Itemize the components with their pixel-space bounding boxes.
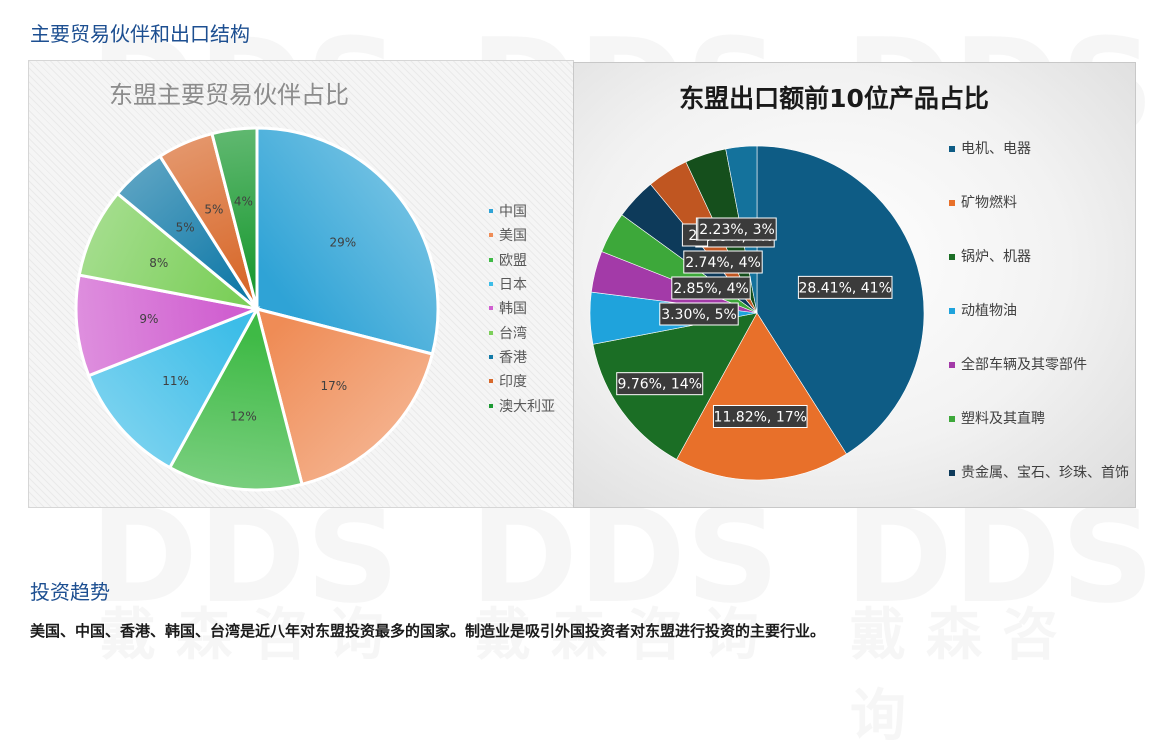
- legend-item: 锅炉、机器: [949, 247, 1129, 301]
- legend-swatch: [949, 200, 955, 206]
- data-label: 8%: [149, 256, 168, 270]
- data-label: 5%: [176, 221, 195, 235]
- data-label: 11%: [162, 374, 189, 388]
- pie-slice-台湾: [77, 191, 258, 311]
- data-label: 29%: [329, 235, 356, 249]
- pie-slice-澳大利亚: [210, 126, 259, 310]
- svg-text:3.30%, 5%: 3.30%, 5%: [661, 307, 737, 323]
- pie-slice-美国: [254, 306, 435, 487]
- legend-item: 矿物燃料: [949, 193, 1129, 247]
- trade-partner-legend: 中国美国欧盟日本韩国台湾香港印度澳大利亚: [489, 199, 555, 418]
- legend-item: 欧盟: [489, 248, 555, 272]
- section-title-trade: 主要贸易伙伴和出口结构: [30, 22, 250, 46]
- watermark-text: 戴森咨询: [850, 590, 1150, 752]
- legend-label: 印度: [499, 374, 527, 391]
- legend-label: 电机、电器: [961, 141, 1031, 157]
- data-label: 17%: [320, 379, 347, 393]
- data-label: 12%: [230, 410, 257, 424]
- legend-item: 贵金属、宝石、珍珠、首饰: [949, 463, 1129, 517]
- pie-slice: [676, 312, 847, 481]
- trade-partner-pie-chart: 29% 17% 12% 11% 9% 8% 5% 5% 4%: [74, 126, 440, 492]
- export-product-pie-chart: 28.41%, 41% 11.82%, 17% 9.76%, 14% 3.30%, 5…: [589, 145, 925, 481]
- legend-label: 台湾: [499, 325, 527, 342]
- legend-item: 韩国: [489, 296, 555, 320]
- data-label: 2.23%, 3%: [697, 217, 777, 241]
- legend-swatch: [949, 146, 955, 152]
- data-label: 4%: [234, 194, 253, 208]
- legend-swatch: [489, 403, 493, 408]
- legend-label: 中国: [499, 204, 527, 221]
- legend-swatch: [489, 379, 493, 384]
- legend-label: 全部车辆及其零部件: [961, 357, 1087, 373]
- legend-item: 塑料及其直聘: [949, 409, 1129, 463]
- legend-item: 澳大利亚: [489, 393, 555, 417]
- export-product-chart-panel: 东盟出口额前10位产品占比 28.41%, 41% 11.82%, 17% 9.76…: [573, 62, 1136, 508]
- data-label: 9.76%, 14%: [616, 372, 704, 396]
- legend-swatch: [489, 257, 493, 262]
- legend-swatch: [489, 330, 493, 335]
- legend-swatch: [949, 254, 955, 260]
- legend-swatch: [489, 282, 493, 287]
- legend-label: 动植物油: [961, 303, 1017, 319]
- legend-swatch: [949, 470, 955, 476]
- svg-text:11.82%, 17%: 11.82%, 17%: [714, 409, 807, 425]
- legend-item: 美国: [489, 223, 555, 247]
- legend-swatch: [489, 209, 493, 214]
- svg-text:2.23%, 3%: 2.23%, 3%: [699, 222, 775, 238]
- pie-slice: [756, 145, 925, 455]
- legend-swatch: [949, 416, 955, 422]
- data-label: 11.82%, 17%: [712, 404, 808, 428]
- legend-item: 动植物油: [949, 301, 1129, 355]
- legend-label: 香港: [499, 349, 527, 366]
- legend-label: 欧盟: [499, 252, 527, 269]
- svg-text:2.74%, 4%: 2.74%, 4%: [685, 255, 761, 271]
- legend-swatch: [489, 233, 493, 238]
- svg-text:9.76%, 14%: 9.76%, 14%: [617, 377, 702, 393]
- legend-label: 锅炉、机器: [961, 249, 1031, 265]
- data-label: 28.41%, 41%: [797, 275, 893, 299]
- legend-label: 矿物燃料: [961, 195, 1017, 211]
- data-label: 2.85%, 4%: [671, 276, 751, 300]
- section-title-investment: 投资趋势: [30, 580, 110, 604]
- legend-label: 塑料及其直聘: [961, 411, 1045, 427]
- pie-slice-中国: [255, 126, 440, 356]
- data-label: 5%: [204, 202, 223, 216]
- legend-label: 美国: [499, 228, 527, 245]
- legend-item: 电机、电器: [949, 139, 1129, 193]
- chart-title: 东盟出口额前10位产品占比: [679, 84, 989, 113]
- legend-item: 台湾: [489, 320, 555, 344]
- data-label: 9%: [139, 312, 158, 326]
- legend-label: 贵金属、宝石、珍珠、首饰: [961, 465, 1129, 481]
- pie-slice-日本: [86, 306, 261, 470]
- svg-text:2.85%, 4%: 2.85%, 4%: [673, 281, 749, 297]
- investment-summary-text: 美国、中国、香港、韩国、台湾是近八年对东盟投资最多的国家。制造业是吸引外国投资者…: [30, 622, 826, 640]
- legend-label: 日本: [499, 277, 527, 294]
- legend-label: 韩国: [499, 301, 527, 318]
- legend-swatch: [489, 354, 493, 359]
- trade-partner-chart-panel: 东盟主要贸易伙伴占比 29% 17% 12% 11% 9% 8% 5% 5% 4% 中国美国欧盟…: [28, 60, 574, 508]
- legend-swatch: [489, 306, 493, 311]
- export-product-legend: 电机、电器矿物燃料锅炉、机器动植物油全部车辆及其零部件 塑料及其直聘贵金属、宝石、…: [949, 139, 1129, 517]
- legend-item: 日本: [489, 272, 555, 296]
- legend-swatch: [949, 362, 955, 368]
- legend-item: 印度: [489, 369, 555, 393]
- legend-swatch: [949, 308, 955, 314]
- chart-title: 东盟主要贸易伙伴占比: [109, 81, 349, 109]
- pie-slice-欧盟: [167, 304, 304, 492]
- legend-item: 中国: [489, 199, 555, 223]
- pie-slice-韩国: [74, 273, 263, 378]
- legend-label: 澳大利亚: [499, 398, 555, 415]
- svg-text:28.41%, 41%: 28.41%, 41%: [798, 280, 891, 296]
- data-label: 2.74%, 4%: [683, 250, 763, 274]
- legend-item: 香港: [489, 345, 555, 369]
- legend-item: 全部车辆及其零部件: [949, 355, 1129, 409]
- data-label: 3.30%, 5%: [659, 302, 739, 326]
